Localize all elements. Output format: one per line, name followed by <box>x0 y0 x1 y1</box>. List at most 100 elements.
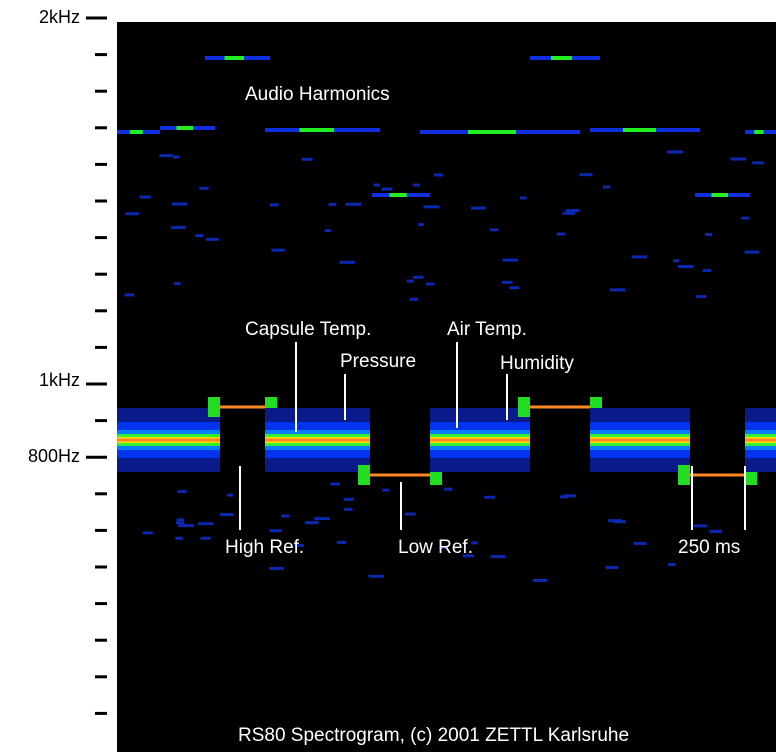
signal <box>226 493 233 497</box>
signal <box>607 519 622 523</box>
signal <box>159 154 173 158</box>
annotation: Air Temp. <box>447 319 527 340</box>
signal <box>556 232 566 236</box>
signal <box>344 507 353 511</box>
signal <box>304 521 319 525</box>
signal <box>409 297 419 301</box>
axis-label: 2kHz <box>39 7 80 27</box>
annotation: Audio Harmonics <box>245 84 390 105</box>
signal <box>462 554 475 558</box>
signal <box>678 465 690 485</box>
signal <box>175 521 185 525</box>
signal <box>439 546 447 550</box>
axis-label: 800Hz <box>28 446 80 466</box>
signal <box>705 233 713 237</box>
signal <box>208 397 220 417</box>
signal <box>602 185 611 189</box>
footer: RS80 Spectrogram, (c) 2001 ZETTL Karlsru… <box>238 725 629 746</box>
annotation: Low Ref. <box>398 537 473 558</box>
signal <box>129 130 143 134</box>
signal <box>220 405 265 409</box>
signal <box>484 495 496 499</box>
signal <box>269 566 284 570</box>
signal <box>518 397 530 417</box>
signal <box>173 282 181 286</box>
signal <box>673 259 680 263</box>
signal <box>551 56 572 60</box>
signal <box>124 293 135 297</box>
signal <box>745 438 776 442</box>
signal <box>219 513 234 517</box>
signal <box>406 279 414 283</box>
signal <box>330 482 340 486</box>
signal <box>752 161 764 165</box>
signal <box>690 473 745 477</box>
signal <box>418 223 425 227</box>
signal <box>563 494 577 498</box>
annotation: High Ref. <box>225 537 304 558</box>
signal <box>269 203 279 207</box>
signal <box>381 187 393 191</box>
signal <box>176 518 185 522</box>
signal <box>610 288 626 292</box>
signal <box>370 473 430 477</box>
signal <box>294 543 304 547</box>
signal <box>709 529 722 533</box>
signal <box>741 216 750 220</box>
signal <box>468 130 516 134</box>
signal <box>195 234 204 238</box>
signal <box>404 512 416 516</box>
signal <box>631 255 647 259</box>
signal <box>425 282 435 286</box>
signal <box>412 275 424 279</box>
signal <box>502 258 519 262</box>
signal <box>199 186 209 190</box>
signal <box>177 489 187 493</box>
signal <box>142 531 153 535</box>
signal <box>412 183 420 187</box>
signal <box>345 202 362 206</box>
signal <box>562 211 576 215</box>
signal <box>532 578 548 582</box>
signal <box>501 280 513 284</box>
signal <box>509 286 520 290</box>
signal <box>470 206 487 210</box>
signal <box>139 195 152 199</box>
signal <box>314 517 330 521</box>
signal <box>339 260 355 264</box>
signal <box>343 497 354 501</box>
signal <box>433 173 443 177</box>
signal <box>301 157 313 161</box>
signal <box>565 209 580 213</box>
signal <box>490 228 499 232</box>
signal <box>579 173 593 177</box>
signal <box>430 438 530 442</box>
signal <box>269 529 282 533</box>
signal <box>471 541 478 545</box>
signal <box>368 574 384 578</box>
signal <box>205 237 219 241</box>
annotation: 250 ms <box>678 537 740 558</box>
signal <box>444 487 453 491</box>
signal <box>711 193 728 197</box>
signal <box>667 150 683 154</box>
signal <box>693 524 707 528</box>
annotation: Humidity <box>500 353 574 374</box>
signal <box>281 514 290 518</box>
signal <box>730 157 747 161</box>
signal <box>695 295 707 299</box>
signal <box>324 229 331 233</box>
signal <box>224 56 244 60</box>
annotation: Capsule Temp. <box>245 319 371 340</box>
signal <box>633 541 647 545</box>
signal <box>382 488 390 492</box>
signal <box>358 465 370 485</box>
plot-area <box>117 22 776 752</box>
annotation: Pressure <box>340 351 416 372</box>
signal <box>490 555 506 559</box>
signal <box>176 126 193 130</box>
signal <box>175 536 183 540</box>
signal <box>265 438 370 442</box>
signal <box>623 128 656 132</box>
signal <box>125 212 140 216</box>
